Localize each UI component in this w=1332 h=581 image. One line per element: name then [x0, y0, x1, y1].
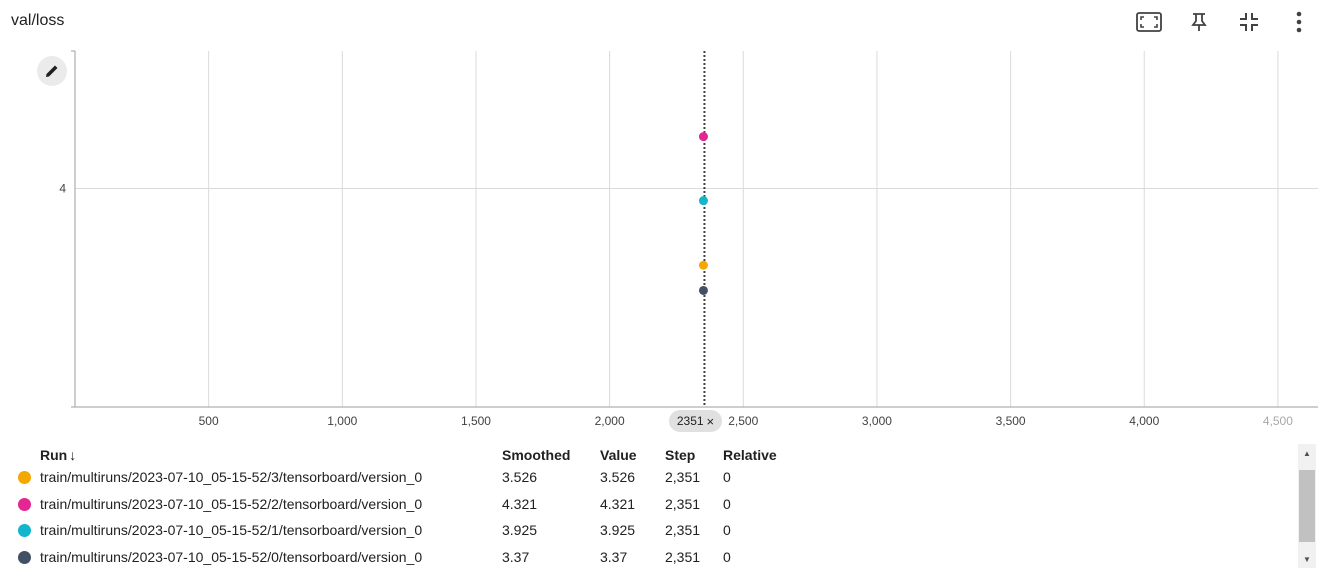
header-smoothed[interactable]: Smoothed — [502, 447, 571, 463]
hover-step-label: 2351 — [676, 414, 704, 428]
edit-axis-button[interactable] — [37, 56, 67, 86]
header-relative[interactable]: Relative — [723, 447, 777, 463]
more-vert-icon — [1296, 11, 1302, 33]
x-tick-label: 4,000 — [1129, 414, 1159, 428]
fit-domain-button[interactable] — [1124, 8, 1174, 36]
cell-smoothed: 4.321 — [502, 495, 538, 512]
x-tick-label: 3,500 — [996, 414, 1026, 428]
table-header: Run ↓ Smoothed Value Step Relative — [0, 442, 1296, 468]
card-title: val/loss — [11, 12, 65, 29]
cell-step: 2,351 — [665, 469, 701, 485]
cell-value: 3.526 — [600, 469, 636, 485]
table-row[interactable]: train/multiruns/2023-07-10_05-15-52/1/te… — [0, 517, 1296, 543]
pencil-icon — [46, 65, 58, 77]
cell-relative: 0 — [723, 522, 731, 538]
scroll-thumb[interactable] — [1299, 470, 1315, 542]
collapse-icon — [1240, 13, 1258, 31]
cell-smoothed: 3.526 — [502, 469, 538, 485]
cell-step: 2,351 — [665, 522, 701, 538]
collapse-button[interactable] — [1224, 8, 1274, 36]
cell-run: train/multiruns/2023-07-10_05-15-52/1/te… — [40, 522, 423, 538]
chart[interactable]: 500 1,000 1,500 2,000 2,500 3,000 3,500 4,000 4,… — [0, 40, 1332, 435]
x-tick-label: 500 — [199, 414, 219, 428]
cell-step: 2,351 — [665, 495, 701, 512]
table-row[interactable]: train/multiruns/2023-07-10_05-15-52/0/te… — [0, 544, 1296, 570]
cell-value: 3.925 — [600, 522, 636, 538]
x-tick-label: 1,000 — [327, 414, 357, 428]
scroll-up-icon[interactable]: ▲ — [1303, 448, 1311, 458]
x-tick-label: 2,500 — [728, 414, 758, 428]
sort-arrow-icon: ↓ — [69, 447, 77, 463]
run-color-dot — [18, 471, 31, 484]
cell-relative: 0 — [723, 548, 731, 565]
cell-value: 4.321 — [600, 495, 636, 512]
cell-run: train/multiruns/2023-07-10_05-15-52/0/te… — [40, 548, 423, 565]
x-tick-label: 1,500 — [461, 414, 491, 428]
scroll-down-icon[interactable]: ▼ — [1303, 554, 1311, 564]
more-options-button[interactable] — [1274, 8, 1324, 36]
cell-run: train/multiruns/2023-07-10_05-15-52/2/te… — [40, 495, 423, 512]
cell-relative: 0 — [723, 469, 731, 485]
header-step[interactable]: Step — [665, 447, 696, 463]
table-row[interactable]: train/multiruns/2023-07-10_05-15-52/3/te… — [0, 464, 1296, 490]
pin-icon — [1191, 13, 1207, 31]
cell-smoothed: 3.37 — [502, 548, 530, 565]
run-color-dot — [18, 550, 31, 564]
data-point — [698, 132, 708, 142]
data-point — [698, 260, 708, 270]
cell-step: 2,351 — [665, 548, 701, 565]
hover-step-chip: 2351 × — [669, 410, 722, 432]
cell-relative: 0 — [723, 495, 731, 512]
x-tick-label: 3,000 — [862, 414, 892, 428]
points-layer — [698, 132, 708, 295]
cell-smoothed: 3.925 — [502, 522, 538, 538]
table-row[interactable]: train/multiruns/2023-07-10_05-15-52/2/te… — [0, 491, 1296, 517]
cell-value: 3.37 — [600, 548, 628, 565]
data-point — [698, 196, 708, 206]
chart-axes — [71, 50, 1318, 408]
close-icon[interactable]: × — [706, 413, 715, 429]
header-run[interactable]: Run ↓ — [40, 447, 77, 463]
cell-run: train/multiruns/2023-07-10_05-15-52/3/te… — [40, 469, 423, 485]
run-color-dot — [18, 497, 31, 511]
run-color-dot — [18, 524, 31, 537]
fit-domain-icon — [1136, 12, 1162, 32]
card-toolbar — [1124, 8, 1324, 36]
pin-button[interactable] — [1174, 8, 1224, 36]
chart-grid — [75, 51, 1318, 407]
tick-labels: 500 1,000 1,500 2,000 2,500 3,000 3,500 4,000 4,… — [59, 182, 1293, 428]
table-scrollbar[interactable]: ▲ ▼ — [1298, 444, 1316, 568]
x-tick-label: 2,000 — [595, 414, 625, 428]
x-tick-label: 4,500 — [1263, 414, 1293, 428]
header-value[interactable]: Value — [600, 447, 637, 463]
data-point — [698, 285, 708, 295]
y-tick-label: 4 — [59, 182, 66, 196]
